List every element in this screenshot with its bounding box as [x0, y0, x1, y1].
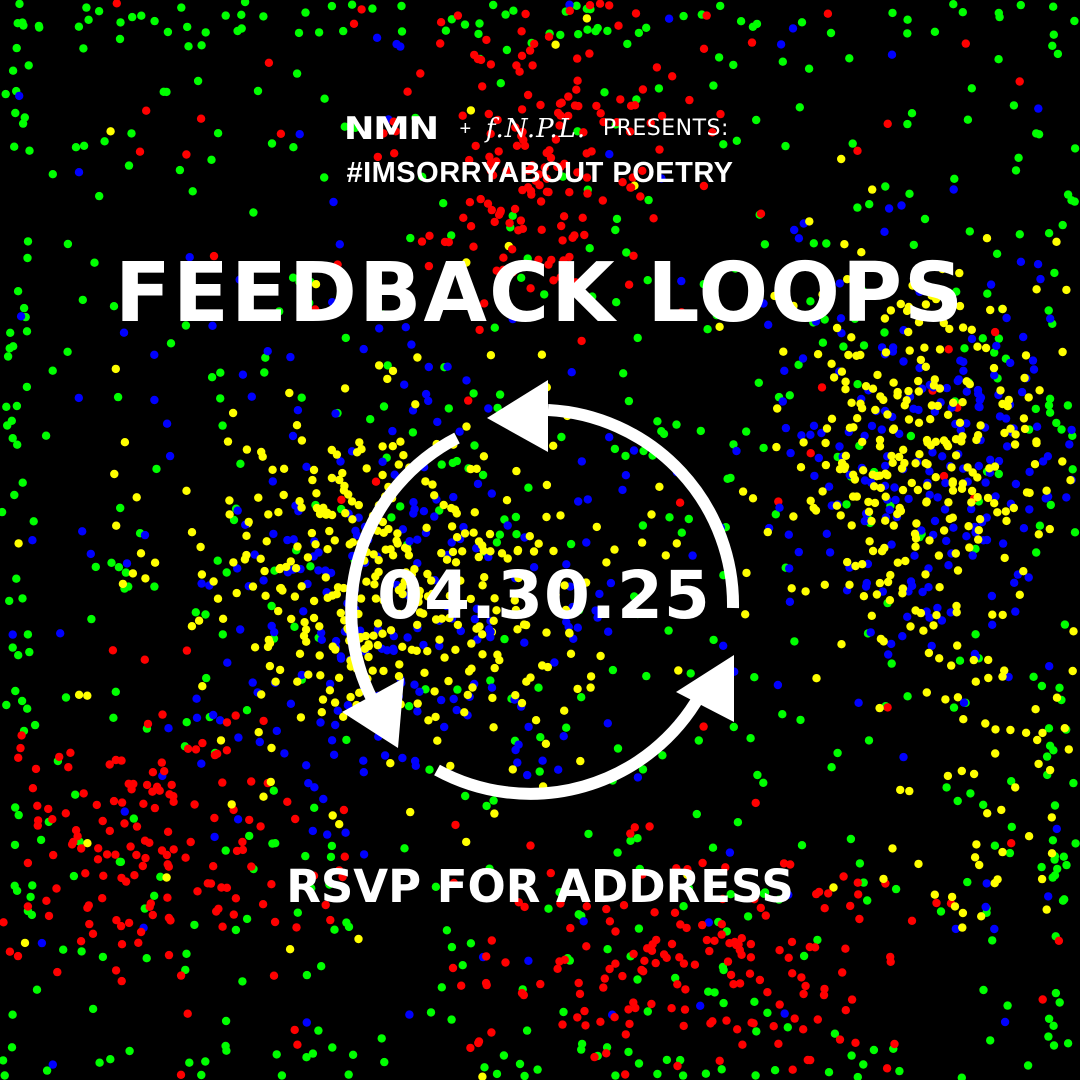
arc-bottom: [434, 692, 706, 800]
event-date: 04.30.25: [377, 557, 711, 634]
arrowhead-top: [487, 380, 548, 452]
plus-sign: +: [459, 117, 472, 140]
arc-top-right: [547, 404, 740, 609]
presents-label: PRESENTS:: [602, 115, 729, 141]
cycle-arrows-icon: [342, 380, 740, 800]
fnpl-logo: f.N.P.L.: [485, 113, 587, 144]
event-title: FEEDBACK LOOPS: [114, 246, 966, 341]
arrowhead-right: [676, 655, 734, 722]
arrowhead-left: [342, 678, 404, 748]
event-series-subtitle: #IMSORRYABOUT POETRY: [346, 157, 734, 189]
nmn-logo: NMN: [343, 110, 439, 147]
arc-left: [345, 432, 460, 714]
rsvp-note: RSVP FOR ADDRESS: [286, 860, 794, 913]
presenters-line: NMN + f.N.P.L. PRESENTS:: [0, 112, 1080, 145]
